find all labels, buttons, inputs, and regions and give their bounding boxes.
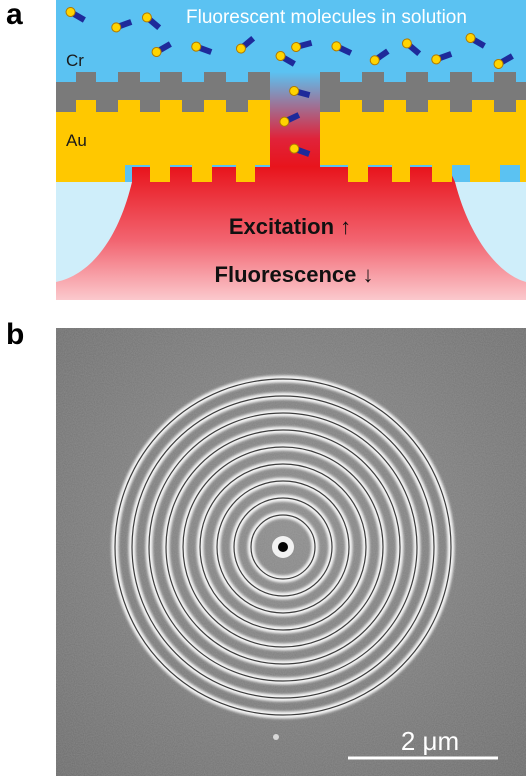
excitation-light-cone (56, 167, 526, 300)
chromium-layer (56, 72, 270, 100)
groove-ring-edge (233, 497, 333, 597)
molecule (151, 41, 172, 57)
groove-ring-edge (131, 395, 435, 699)
panel-a-letter: a (6, 0, 23, 31)
molecule (369, 48, 390, 66)
molecule (331, 41, 353, 56)
panel-a-title: Fluorescent molecules in solution (186, 7, 467, 28)
gold-label: Au (66, 131, 87, 150)
groove-ring-edge (148, 412, 418, 682)
panel-b-sem-image: 2 μm (56, 328, 526, 776)
panel-b-letter: b (6, 318, 25, 351)
molecule (65, 7, 86, 23)
molecule (191, 41, 213, 55)
molecule (291, 39, 313, 53)
chromium-layer-right (320, 72, 526, 100)
excitation-label: Excitation ↑ (229, 214, 351, 239)
molecule (401, 38, 422, 57)
molecule (289, 85, 311, 99)
gold-layer (56, 100, 526, 182)
chromium-label: Cr (66, 51, 84, 70)
groove-ring-edge (250, 514, 316, 580)
groove-ring-edge (114, 378, 452, 716)
molecule (431, 51, 453, 65)
molecule (493, 53, 514, 69)
molecule (235, 35, 256, 54)
groove-ring-edge (216, 480, 350, 614)
groove-ring-edge (199, 463, 367, 631)
groove-ring-edge (182, 446, 384, 648)
concentric-rings (111, 375, 455, 719)
scale-bar-label: 2 μm (401, 726, 459, 756)
molecule (275, 51, 296, 67)
molecule (111, 19, 133, 33)
molecule (141, 12, 162, 31)
molecule (279, 112, 301, 127)
groove-ring-edge (165, 429, 401, 665)
molecule (465, 33, 486, 49)
center-nanohole-core (278, 542, 288, 552)
fluorescence-label: Fluorescence ↓ (215, 262, 374, 287)
panel-a-diagram: Fluorescent molecules in solution Cr Au … (56, 0, 526, 300)
molecule (289, 143, 311, 157)
fluorescent-molecules (65, 7, 514, 157)
gold-bottom-teeth (56, 165, 526, 182)
debris-particle (273, 734, 279, 740)
